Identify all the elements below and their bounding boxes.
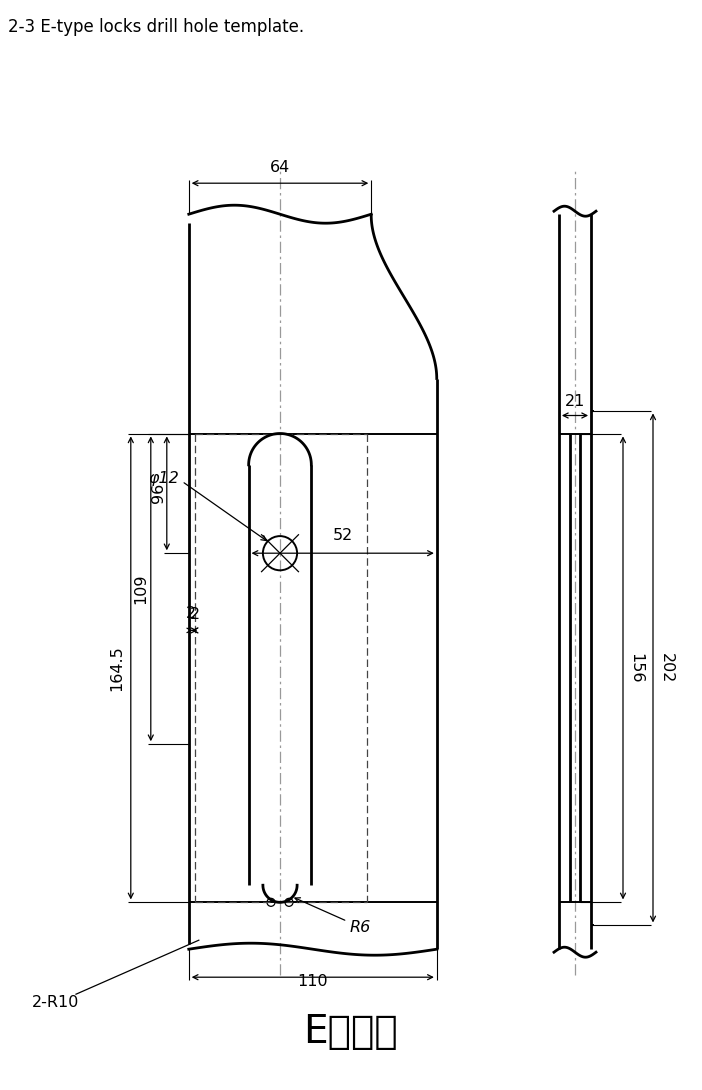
Text: 156: 156	[628, 653, 644, 683]
Text: 109: 109	[133, 573, 148, 604]
Text: E开孔图: E开孔图	[303, 1013, 397, 1051]
Text: 202: 202	[658, 653, 673, 683]
Text: R6: R6	[350, 920, 371, 935]
Text: 2-R10: 2-R10	[32, 995, 79, 1009]
Text: 21: 21	[565, 393, 585, 409]
Text: 2: 2	[190, 607, 199, 622]
Text: 96: 96	[152, 483, 166, 504]
Text: φ12: φ12	[148, 471, 179, 486]
Text: 2: 2	[186, 606, 196, 621]
Text: 164.5: 164.5	[110, 645, 124, 691]
Text: 2-3 E-type locks drill hole template.: 2-3 E-type locks drill hole template.	[8, 19, 304, 36]
Text: 52: 52	[333, 529, 353, 543]
Text: 110: 110	[298, 974, 328, 990]
Text: 64: 64	[270, 160, 290, 175]
